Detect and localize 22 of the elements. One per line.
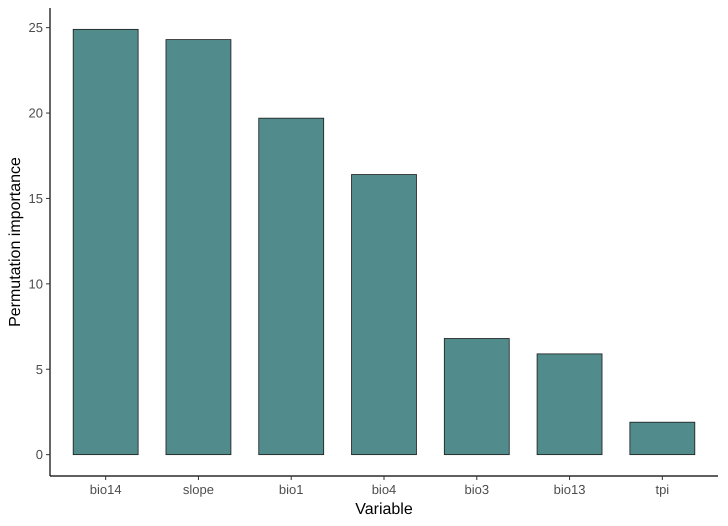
bar	[72, 28, 139, 456]
bar	[629, 422, 696, 456]
x-tick-label: bio14	[90, 482, 122, 497]
y-tick-label: 0	[36, 447, 43, 462]
x-tick-label: bio13	[554, 482, 586, 497]
y-tick-label: 10	[28, 276, 43, 292]
x-tick-label: tpi	[655, 482, 670, 497]
bar	[444, 338, 510, 456]
y-tick-label: 5	[36, 362, 43, 377]
x-axis-title: Variable	[355, 501, 413, 518]
x-tick-label: bio4	[372, 482, 396, 497]
x-tick-label: slope	[182, 482, 214, 497]
x-tick-label: bio3	[464, 482, 490, 497]
bar	[258, 118, 324, 456]
bar	[536, 353, 602, 456]
x-tick-label: bio1	[278, 482, 304, 497]
bar	[166, 39, 232, 456]
y-axis-title: Permutation importance	[7, 156, 24, 327]
bar	[351, 174, 417, 456]
y-tick-label: 15	[28, 190, 43, 206]
y-tick-label: 25	[28, 20, 43, 36]
y-tick-label: 20	[28, 106, 43, 121]
